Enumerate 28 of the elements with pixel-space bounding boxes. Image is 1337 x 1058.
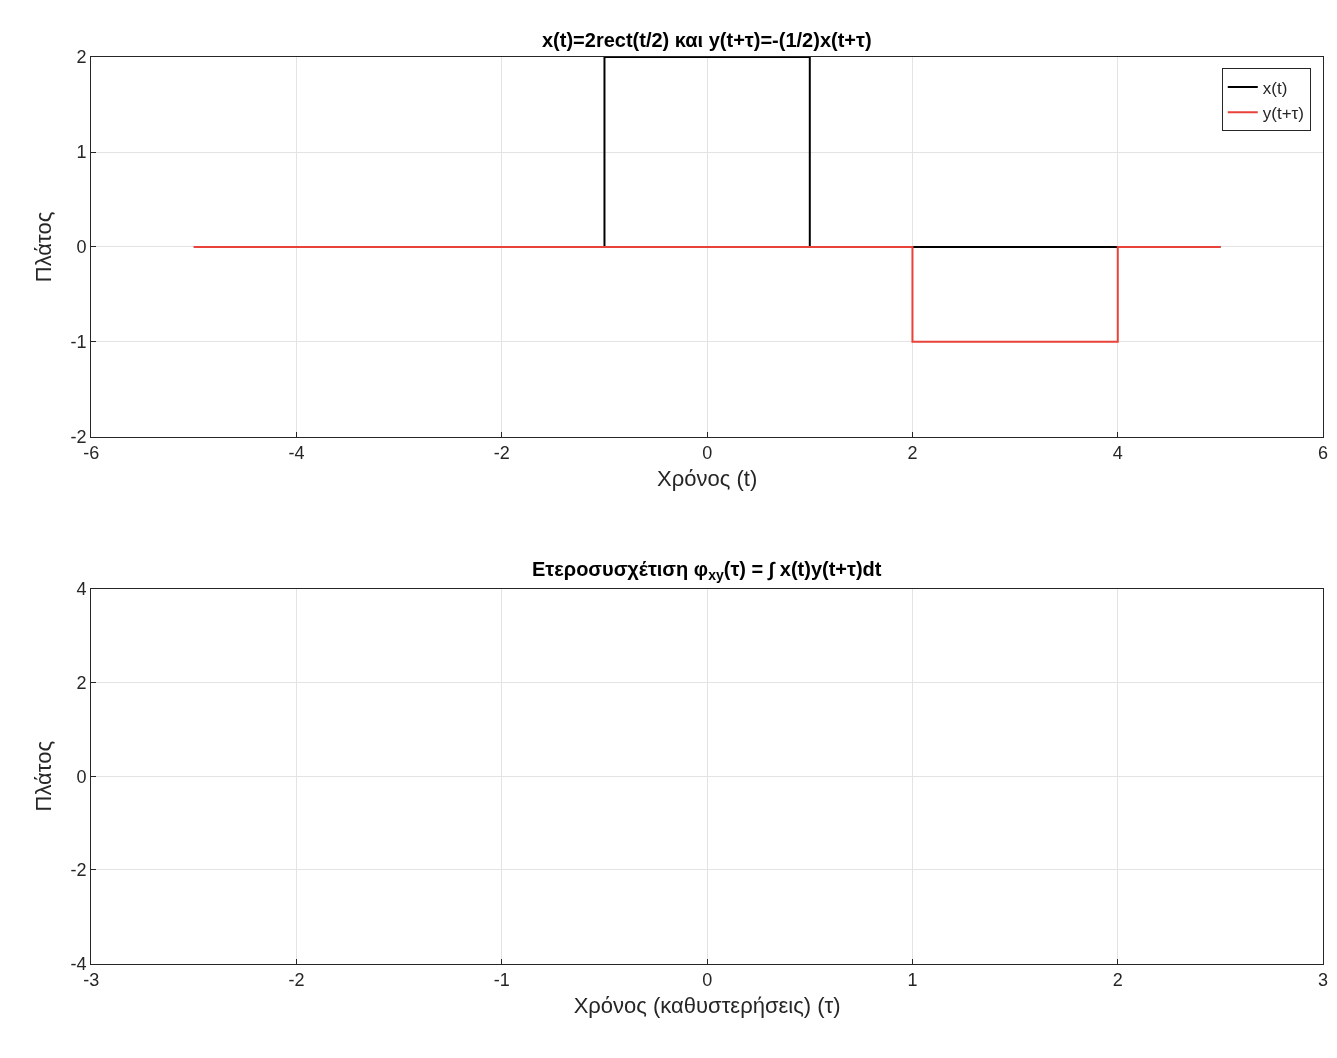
y-tick-label: 4 — [76, 579, 87, 600]
y-tick-label: 2 — [76, 47, 87, 68]
x-tick-label: 2 — [907, 443, 918, 464]
y-axis-title: Πλάτος — [31, 740, 57, 812]
y-tick-label: -2 — [70, 860, 87, 881]
y-tick-label: 0 — [76, 766, 87, 787]
x-tick-label: -4 — [288, 443, 305, 464]
y-tick-label: 1 — [76, 142, 87, 163]
x-tick-label: -2 — [288, 970, 305, 991]
x-tick-label: 0 — [702, 970, 713, 991]
legend-label: x(t) — [1262, 78, 1288, 98]
x-tick-label: 4 — [1112, 443, 1123, 464]
x-axis-title: Χρόνος (t) — [657, 466, 758, 492]
y-tick-label: 0 — [76, 237, 87, 258]
chart-title: x(t)=2rect(t/2) και y(t+τ)=-(1/2)x(t+τ) — [542, 29, 872, 51]
chart-title: Ετεροσυσχέτιση φ$_{xy}$(τ) = ∫ x(t)y(t+τ)dt — [532, 558, 882, 584]
legend-label: y(t+τ) — [1262, 103, 1304, 123]
y-tick-label: -1 — [70, 332, 87, 353]
x-tick-label: -1 — [493, 970, 510, 991]
y-axis-title: Πλάτος — [31, 211, 57, 283]
x-tick-label: 3 — [1318, 970, 1329, 991]
x-axis-title: Χρόνος (καθυστερήσεις) (τ) — [573, 993, 841, 1019]
x-tick-label: 0 — [702, 443, 713, 464]
x-tick-label: 1 — [907, 970, 918, 991]
x-tick-label: 6 — [1318, 443, 1329, 464]
x-tick-label: -2 — [493, 443, 510, 464]
x-tick-label: 2 — [1112, 970, 1123, 991]
y-tick-label: 2 — [76, 672, 87, 693]
